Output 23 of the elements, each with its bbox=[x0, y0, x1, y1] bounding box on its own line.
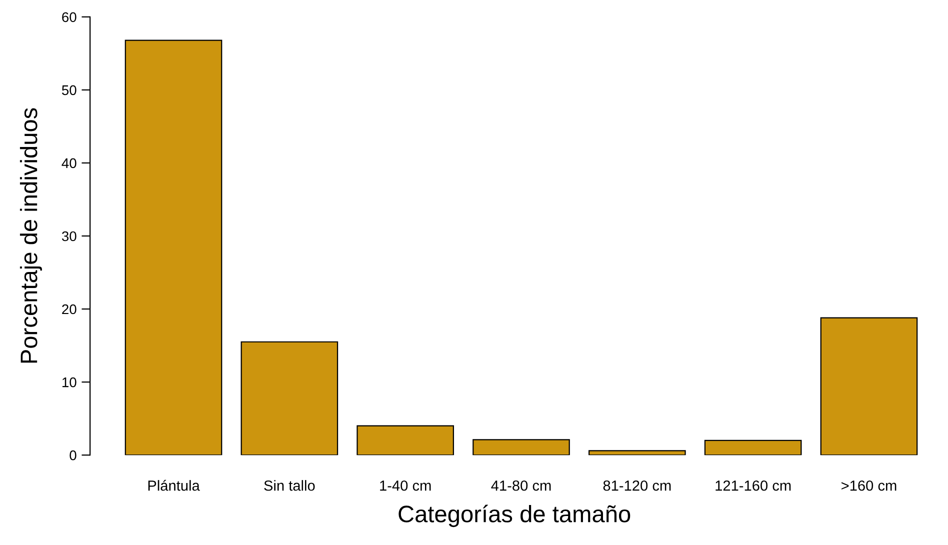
y-tick-label: 20 bbox=[62, 304, 76, 314]
bar bbox=[356, 425, 454, 456]
bar bbox=[820, 317, 918, 456]
x-tick-label: Sin tallo bbox=[264, 480, 315, 491]
y-tick-label: 0 bbox=[70, 450, 76, 460]
bar bbox=[240, 341, 338, 456]
y-tick-label: 10 bbox=[62, 377, 76, 388]
x-tick-label: Plántula bbox=[148, 480, 200, 491]
y-tick-label: 60 bbox=[62, 12, 76, 22]
y-tick-label: 30 bbox=[62, 231, 76, 242]
x-tick-label: 1-40 cm bbox=[380, 480, 431, 491]
x-axis-title: Categorías de tamaño bbox=[398, 504, 630, 528]
x-tick-label: >160 cm bbox=[842, 480, 896, 491]
y-axis-title: Porcentaje de individuos bbox=[20, 108, 42, 363]
bar bbox=[472, 439, 570, 456]
bar bbox=[124, 40, 222, 456]
bar bbox=[704, 440, 802, 456]
y-tick-label: 40 bbox=[62, 158, 76, 168]
y-tick-label: 50 bbox=[62, 85, 76, 96]
bar bbox=[588, 450, 686, 456]
x-tick-label: 81-120 cm bbox=[603, 480, 671, 491]
x-tick-label: 121-160 cm bbox=[716, 480, 791, 491]
x-tick-label: 41-80 cm bbox=[491, 480, 551, 491]
